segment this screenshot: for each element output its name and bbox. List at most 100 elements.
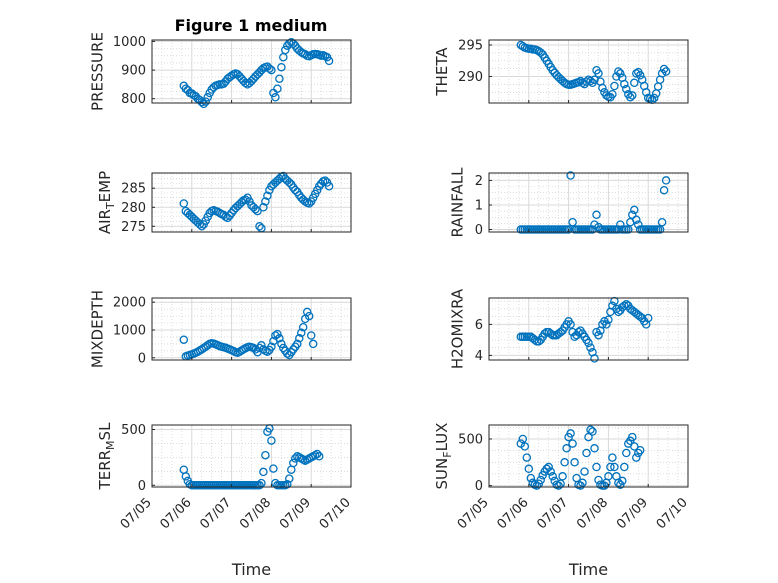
data-point xyxy=(273,84,282,93)
data-point xyxy=(620,79,629,89)
y-tick-label: 0 xyxy=(475,223,483,238)
data-point xyxy=(554,481,563,490)
data-point xyxy=(275,334,284,343)
data-point xyxy=(622,84,631,94)
data-point xyxy=(271,93,280,102)
data-point xyxy=(251,204,260,214)
data-point xyxy=(578,478,587,488)
data-point xyxy=(300,50,310,59)
y-axis-label: RAINFALL xyxy=(448,167,466,238)
data-point xyxy=(273,329,282,339)
data-point xyxy=(241,195,250,204)
data-point xyxy=(267,65,276,75)
series-markers xyxy=(516,296,653,363)
data-point xyxy=(635,71,645,80)
data-point xyxy=(608,89,617,99)
data-point xyxy=(657,217,667,227)
axes-frame xyxy=(151,424,352,488)
data-point xyxy=(632,453,641,462)
data-point xyxy=(285,474,294,483)
data-point xyxy=(289,458,298,468)
axes-frame xyxy=(488,424,689,488)
y-tick-label: 900 xyxy=(121,64,146,79)
data-point xyxy=(659,64,669,74)
data-point xyxy=(203,341,212,350)
data-point xyxy=(643,313,653,323)
data-point xyxy=(632,215,641,224)
y-axis-label-part: F xyxy=(441,451,454,457)
data-point xyxy=(195,220,205,229)
data-point xyxy=(283,479,292,489)
data-point xyxy=(590,444,599,453)
data-point xyxy=(580,467,589,476)
data-point xyxy=(582,77,591,86)
y-tick-label: 1000 xyxy=(113,35,146,50)
data-point xyxy=(604,315,613,324)
data-point xyxy=(306,331,316,340)
data-point xyxy=(618,476,627,486)
y-axis-label: PRESSURE xyxy=(89,32,107,111)
y-tick-label: 275 xyxy=(121,220,146,235)
data-point xyxy=(616,69,625,78)
data-point xyxy=(594,475,603,485)
data-point xyxy=(622,448,631,458)
series-markers xyxy=(179,424,324,490)
data-point xyxy=(602,91,611,100)
data-point xyxy=(590,354,599,363)
data-point xyxy=(540,329,549,338)
data-point xyxy=(269,464,278,473)
data-point xyxy=(610,81,619,91)
data-point xyxy=(566,429,575,438)
data-point xyxy=(649,93,659,103)
data-point xyxy=(659,185,669,195)
subplot-rainfall: 0 1 2 RAINFALL xyxy=(448,167,689,238)
y-tick-label: 500 xyxy=(458,433,483,448)
y-axis-label-part: M xyxy=(104,440,117,450)
axes-frame xyxy=(151,297,352,361)
data-point xyxy=(586,425,595,434)
data-point xyxy=(203,93,212,102)
subplot-theta: 290 295 THETA xyxy=(433,39,689,105)
x-axis-label: Time xyxy=(568,560,608,579)
grid xyxy=(488,298,689,360)
data-point xyxy=(267,436,276,445)
series-markers xyxy=(516,40,671,105)
x-axis-label: Time xyxy=(231,560,271,579)
data-point xyxy=(635,445,645,455)
data-point xyxy=(614,67,623,76)
series-markers xyxy=(516,171,671,234)
axes-frame xyxy=(488,297,689,361)
subplot-h2omixra: 4 6 H2OMIXRA xyxy=(448,288,689,369)
data-point xyxy=(275,74,284,83)
y-tick-label: 6 xyxy=(475,318,483,333)
data-point xyxy=(255,222,264,231)
y-axis-label-part: EMP xyxy=(96,171,114,202)
data-point xyxy=(263,191,272,201)
data-point xyxy=(259,467,268,477)
data-point xyxy=(632,69,641,78)
y-tick-label: 500 xyxy=(121,423,146,438)
data-point xyxy=(614,478,623,488)
axes-frame xyxy=(488,39,689,104)
series-markers xyxy=(179,307,318,361)
data-point xyxy=(566,320,575,329)
data-point xyxy=(302,307,312,317)
data-point xyxy=(582,448,591,458)
subplot-pressure: Figure 1 medium 800 900 1000 PRESSURE xyxy=(89,16,352,111)
data-point xyxy=(265,64,274,73)
data-point xyxy=(566,171,575,180)
y-axis-label-part: LUX xyxy=(433,423,451,452)
data-point xyxy=(661,67,671,76)
data-point xyxy=(641,88,651,97)
data-point xyxy=(536,475,545,485)
data-point xyxy=(179,199,189,208)
axes-frame xyxy=(488,172,689,233)
data-point xyxy=(225,211,234,220)
data-point xyxy=(197,222,207,231)
data-point xyxy=(558,472,567,481)
series-markers xyxy=(516,425,645,490)
axes-frame xyxy=(151,39,352,104)
data-point xyxy=(661,176,671,185)
data-point xyxy=(592,210,601,220)
